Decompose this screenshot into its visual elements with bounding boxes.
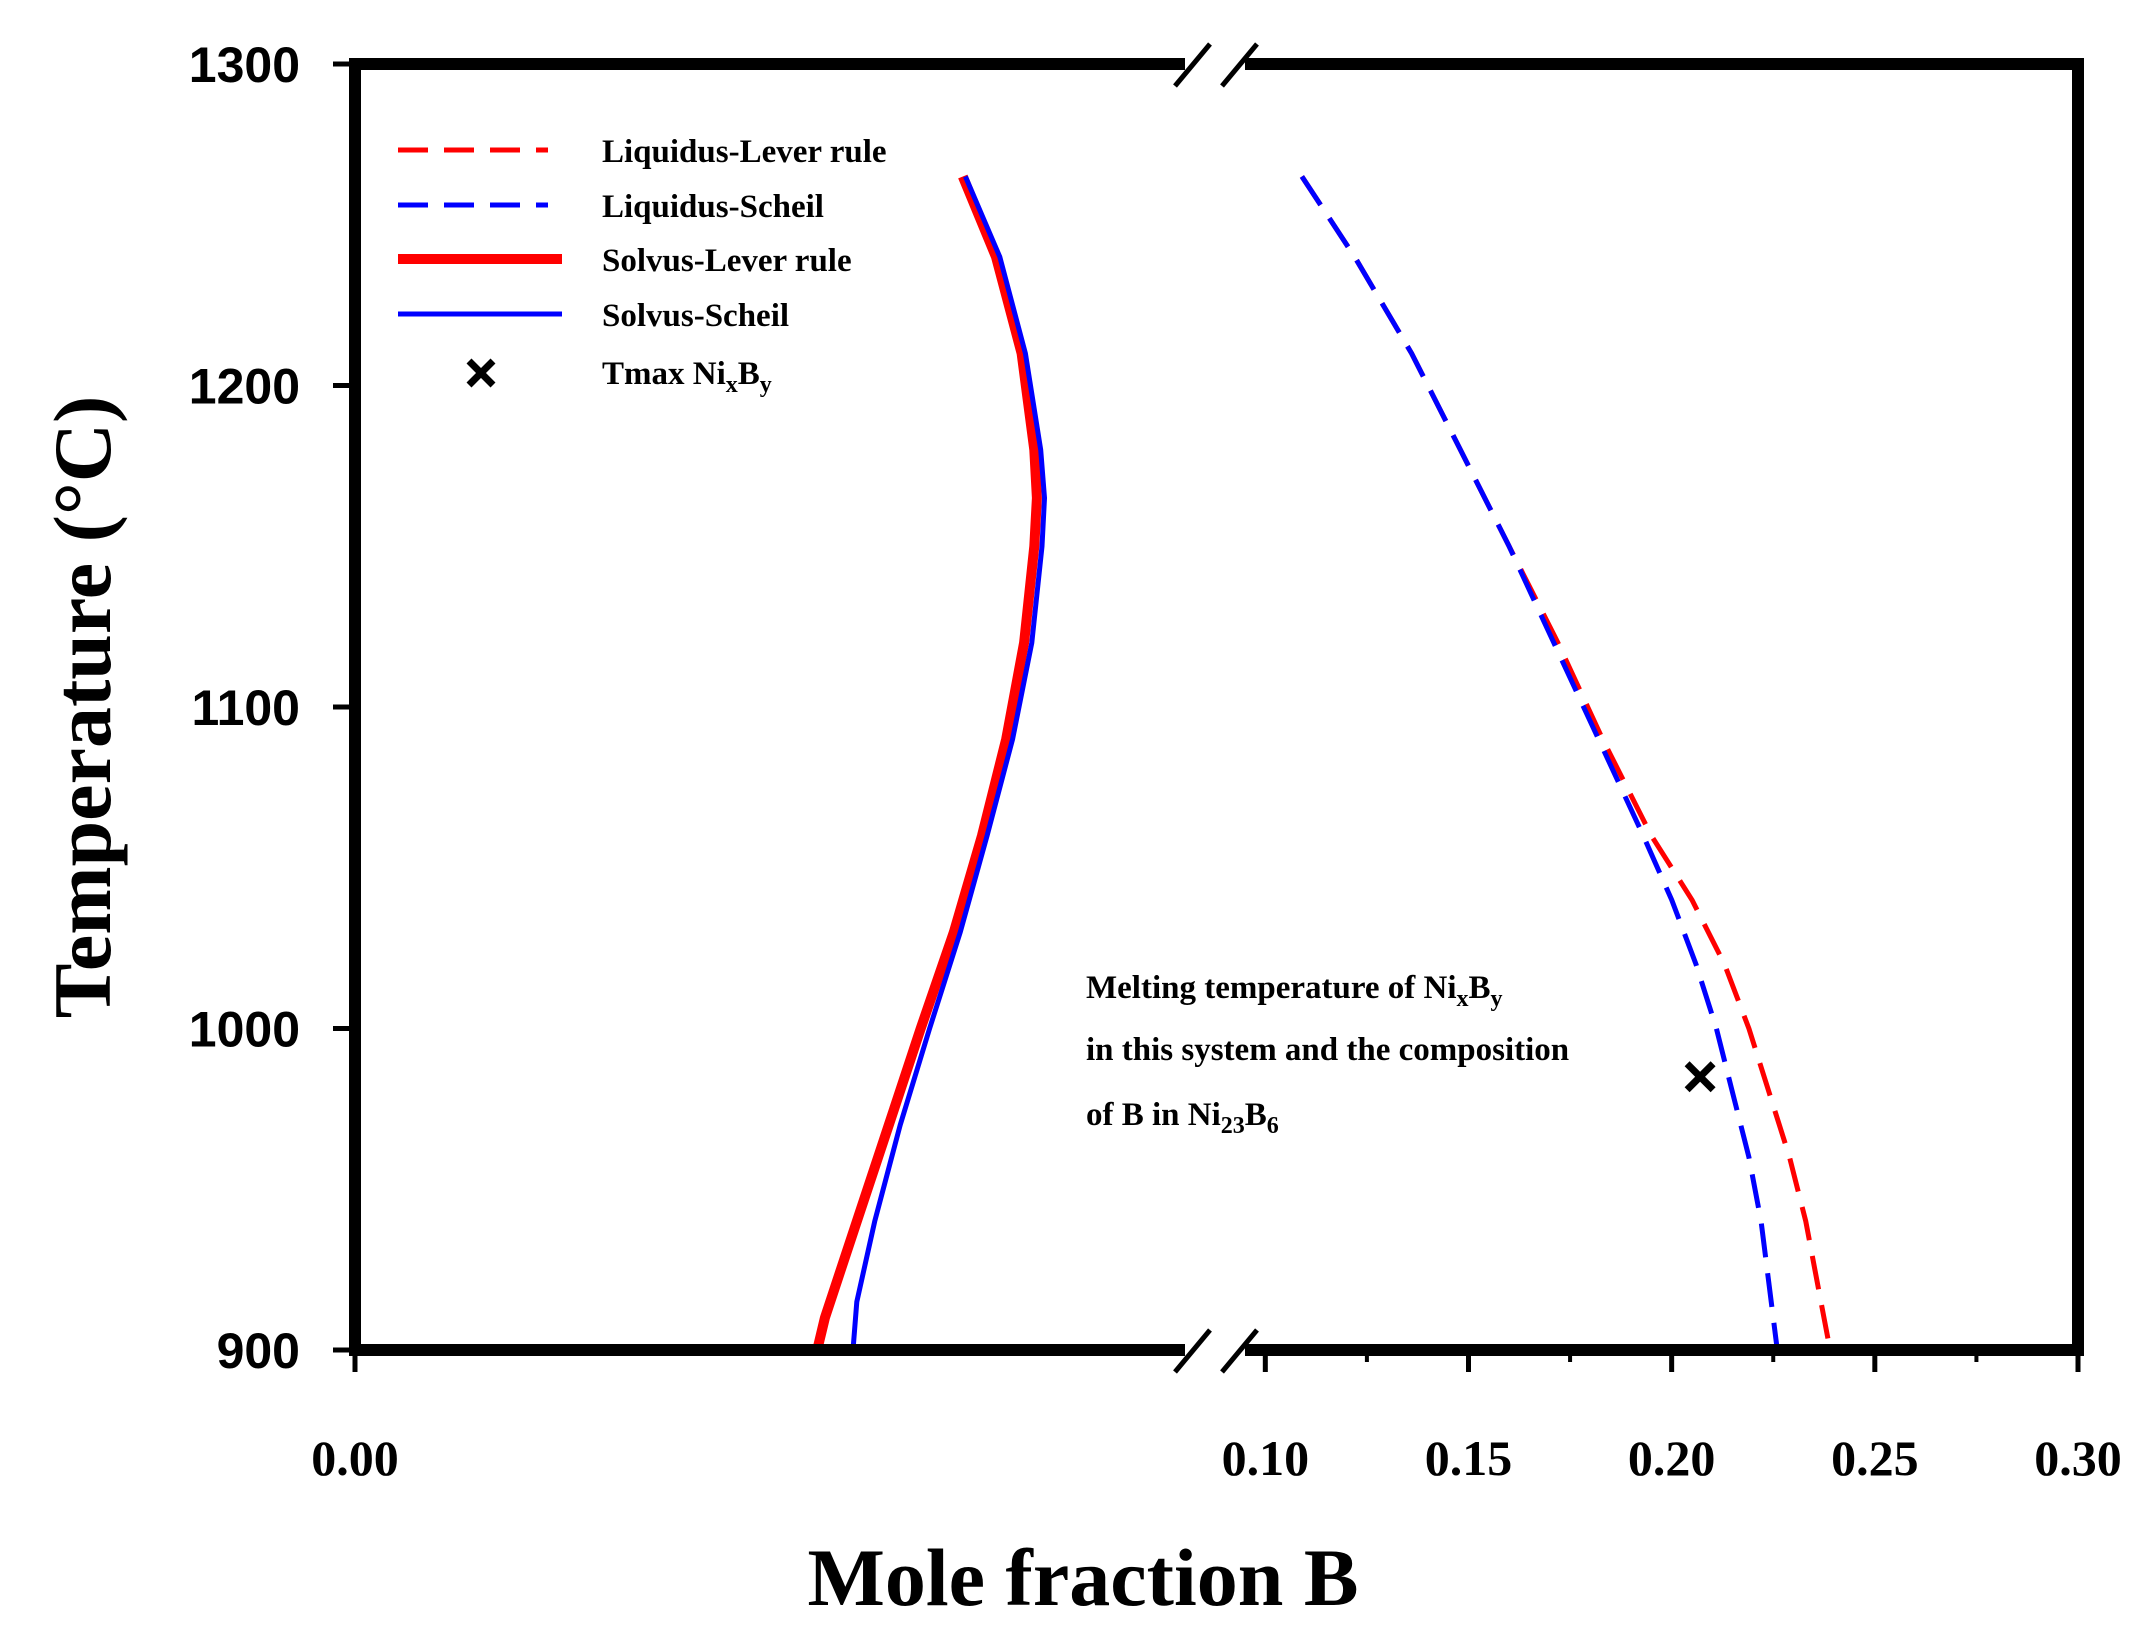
annotation-line-2: in this system and the composition (1086, 1032, 1569, 1068)
break-mark-top-1 (1173, 42, 1212, 88)
legend-label-liquidus-lever: Liquidus-Lever rule (602, 134, 887, 170)
marker-layer (1684, 1061, 1716, 1093)
annotation-line-1: Melting temperature of NixBy (1086, 970, 1503, 1012)
series-line-liquidus-lever-rule (1299, 175, 1833, 1351)
annotation-line-3: of B in Ni23B6 (1086, 1097, 1279, 1139)
y-tick-label: 1300 (189, 37, 300, 93)
annotation: Melting temperature of NixBy in this sys… (1086, 970, 1569, 1139)
y-tick-label: 1000 (189, 1002, 300, 1058)
tmax-marker-x-icon (1684, 1061, 1716, 1093)
legend-marker-x-icon (466, 358, 496, 388)
annotation-line-3-mid: B (1245, 1097, 1267, 1133)
legend-tmax-mid: B (738, 356, 760, 392)
x-tick-label: 0.20 (1628, 1430, 1716, 1486)
series-line-solvus-scheil (850, 175, 1047, 1351)
legend-label-liquidus-scheil: Liquidus-Scheil (602, 189, 824, 225)
ticks-layer: 900 1000 1100 1200 1300 0.00 0.10 0.15 0.20 0.25 0… (189, 37, 2122, 1486)
series-layer (812, 174, 1833, 1352)
x-tick-label: 0.30 (2034, 1430, 2122, 1486)
x-tick-label: 0.25 (1831, 1430, 1919, 1486)
series-line-solvus-lever-rule (812, 174, 1042, 1352)
legend-tmax-sub2: y (760, 372, 772, 398)
legend-tmax-sub1: x (726, 372, 738, 398)
annotation-line-1-sub2: y (1491, 986, 1503, 1012)
legend: Liquidus-Lever rule Liquidus-Scheil Solv… (398, 134, 887, 398)
annotation-line-1-pre: Melting temperature of Ni (1086, 970, 1457, 1006)
annotation-line-3-sub2: 6 (1267, 1113, 1279, 1139)
annotation-line-1-mid: B (1469, 970, 1491, 1006)
legend-label-tmax: Tmax NixBy (602, 356, 772, 398)
legend-label-solvus-scheil: Solvus-Scheil (602, 298, 789, 334)
break-mark-top-2 (1220, 42, 1259, 88)
annotation-line-3-pre: of B in Ni (1086, 1097, 1221, 1133)
x-axis-title: Mole fraction B (807, 1532, 1358, 1623)
legend-label-solvus-lever: Solvus-Lever rule (602, 243, 852, 279)
annotation-line-1-sub1: x (1457, 986, 1469, 1012)
y-tick-label: 1200 (189, 359, 300, 415)
y-tick-label: 1100 (192, 680, 300, 736)
y-axis-title: Temperature (°C) (37, 396, 128, 1019)
series-line-liquidus-scheil (1299, 175, 1780, 1351)
annotation-line-3-sub1: 23 (1221, 1113, 1245, 1139)
break-mark-bottom-2 (1220, 1328, 1259, 1374)
x-tick-label: 0.15 (1425, 1430, 1513, 1486)
x-tick-label: 0.10 (1222, 1430, 1310, 1486)
axis-break-marks (1173, 42, 1259, 1374)
x-tick-label: 0.00 (311, 1430, 399, 1486)
legend-tmax-main: Tmax Ni (602, 356, 726, 392)
y-tick-label: 900 (217, 1323, 300, 1379)
break-mark-bottom-1 (1173, 1328, 1212, 1374)
